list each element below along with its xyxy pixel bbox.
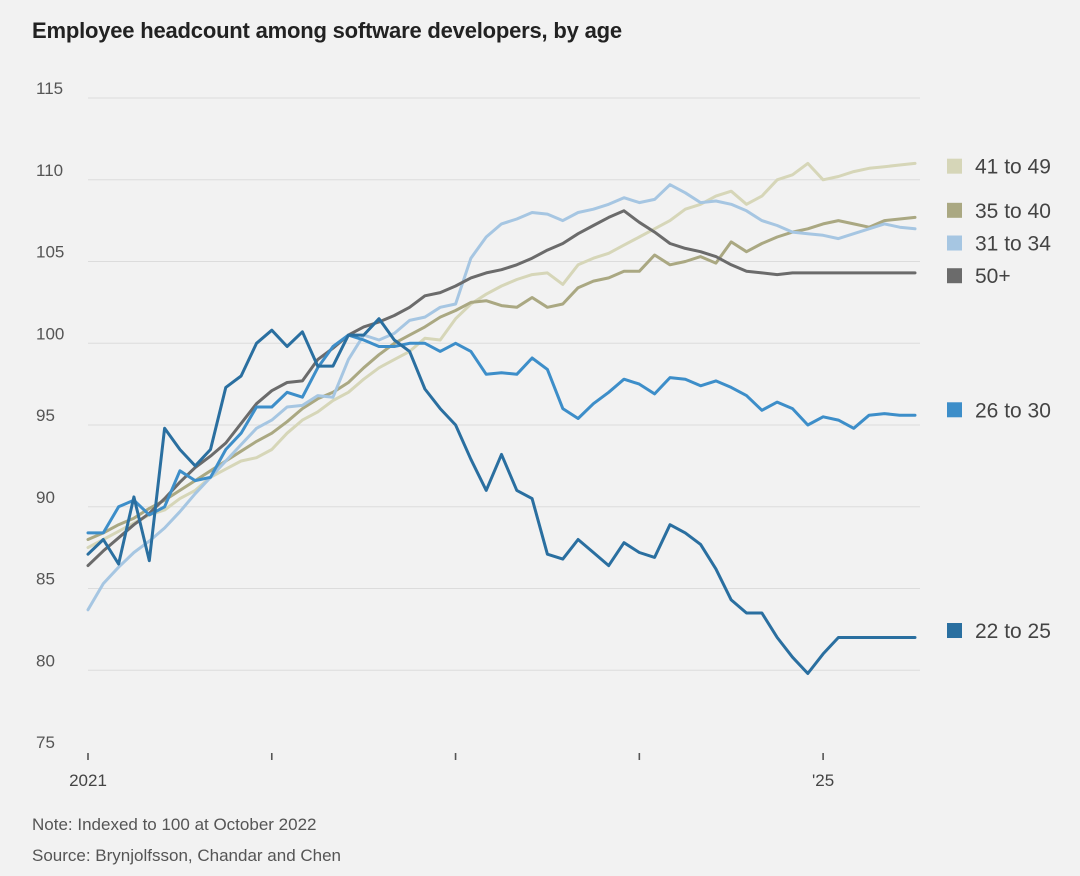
legend-label: 22 to 25: [975, 620, 1051, 643]
y-tick-label: 85: [36, 570, 55, 589]
legend-label: 26 to 30: [975, 399, 1051, 422]
x-axis-ticks: 2021 '25: [69, 753, 834, 790]
y-tick-label: 115: [36, 79, 63, 98]
y-tick-label: 90: [36, 488, 55, 507]
y-tick-label: 95: [36, 406, 55, 425]
y-axis-ticks: 115 110 105 100 95 90 85 80 75: [36, 79, 64, 752]
series-line-35-to-40: [86, 215, 917, 541]
legend-swatch: [947, 623, 962, 639]
gridlines: [88, 97, 920, 671]
series-line-50-: [86, 209, 917, 568]
series-line-26-to-30: [86, 333, 917, 535]
legend-swatch: [947, 268, 962, 284]
legend-swatch: [947, 202, 962, 218]
y-tick-label: 80: [36, 651, 55, 670]
chart-note: Note: Indexed to 100 at October 2022: [32, 815, 317, 834]
legend-swatch: [947, 402, 962, 418]
legend-label: 41 to 49: [975, 156, 1051, 179]
chart-source: Source: Brynjolfsson, Chandar and Chen: [32, 846, 342, 865]
x-tick-label: 2021: [69, 771, 107, 790]
series-line-41-to-49: [86, 161, 917, 550]
legend-swatch: [947, 235, 962, 251]
legend-label: 35 to 40: [975, 200, 1051, 223]
y-tick-label: 105: [36, 243, 64, 262]
chart-title: Employee headcount among software develo…: [32, 18, 622, 43]
y-tick-label: 110: [36, 161, 63, 180]
legend: 41 to 49 35 to 40 31 to 34 50+ 26 to 30 22 to…: [947, 156, 1051, 643]
series-line-22-to-25: [86, 317, 917, 675]
series-lines: [86, 161, 917, 675]
legend-label: 31 to 34: [975, 233, 1051, 256]
y-tick-label: 75: [36, 733, 55, 752]
x-tick-label: '25: [812, 771, 834, 790]
legend-swatch: [947, 158, 962, 174]
legend-label: 50+: [975, 265, 1011, 288]
y-tick-label: 100: [36, 324, 64, 343]
series-line-31-to-34: [86, 183, 917, 612]
